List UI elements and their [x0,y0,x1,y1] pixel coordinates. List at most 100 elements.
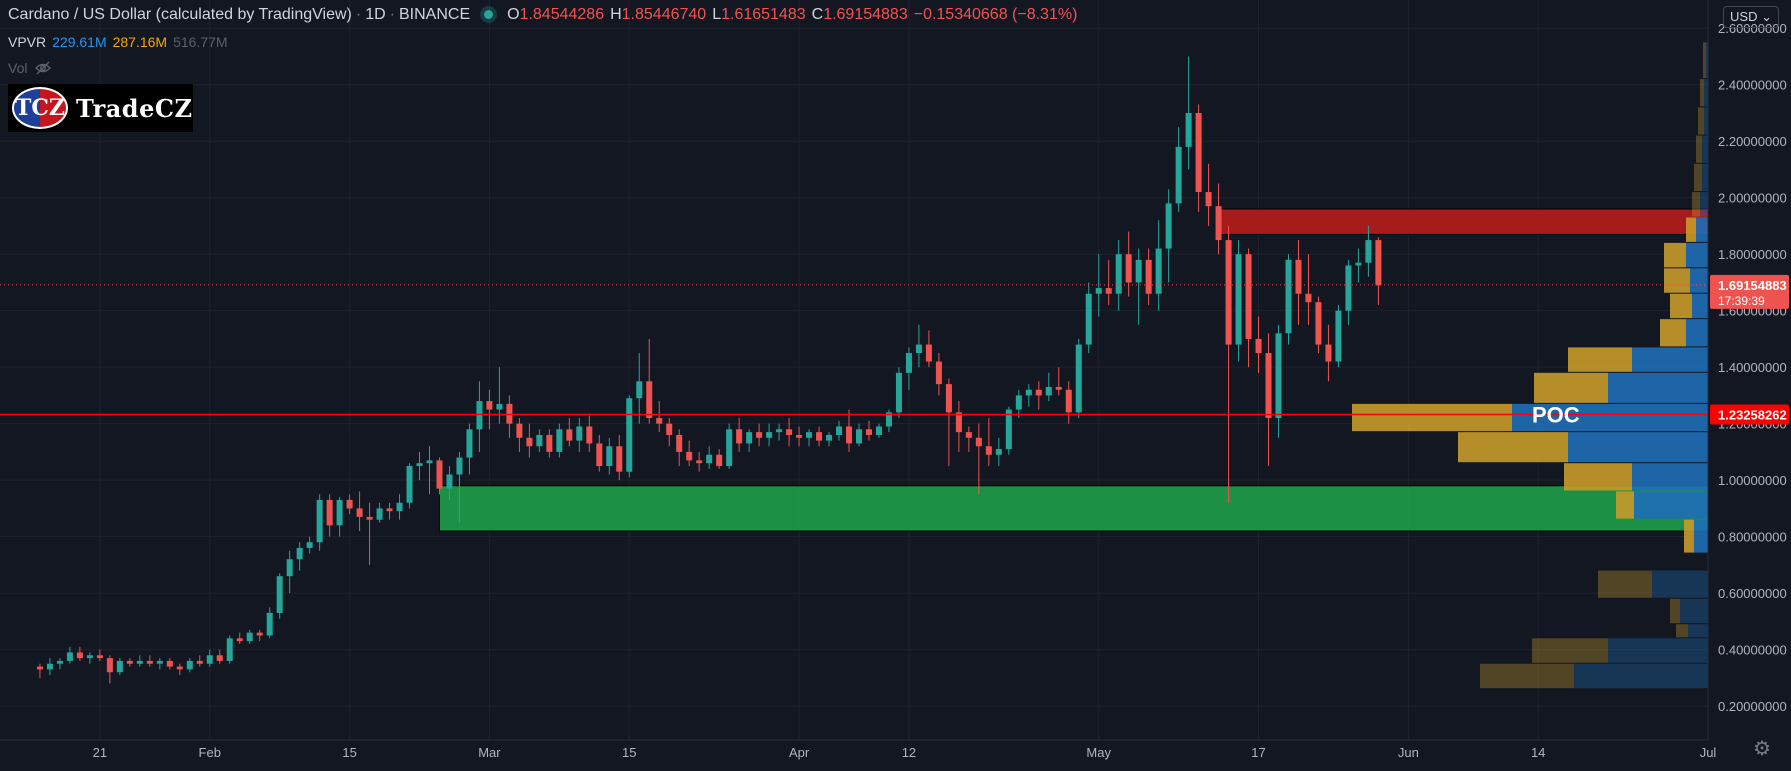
candle-body [386,508,393,512]
tradecz-logo: TCZ TradeCZ [8,84,193,132]
candle-body [556,429,563,452]
price-change: −0.15340668 (−8.31%) [913,6,1078,23]
candle-body [486,401,493,410]
price-axis-bg [1708,0,1791,771]
price-tick-label: 1.40000000 [1718,360,1787,375]
symbol-legend: Cardano / US Dollar (calculated by Tradi… [8,6,1078,23]
candle-body [156,660,163,664]
candle-body [106,658,113,673]
time-tick-label: May [1086,745,1111,760]
candle-body [336,499,343,526]
price-axis[interactable]: 0.20000000 0.40000000 0.60000000 0.80000000… [1707,0,1791,771]
vp-bar-up [1696,135,1702,163]
candle-body [366,516,373,520]
vp-bar-up [1352,403,1512,432]
price-tick-label: 2.20000000 [1718,134,1787,149]
candle-body [66,652,73,661]
price-tick-label: 0.60000000 [1718,586,1787,601]
candle-body [76,652,83,659]
candle-body [1115,254,1122,294]
candle-body [226,638,233,661]
vp-bar-up [1670,293,1692,319]
time-tick-label: 17 [1251,745,1265,760]
candle-body [46,663,53,670]
candle-body [1045,386,1052,396]
candle-body [816,432,823,441]
eye-hidden-icon[interactable] [35,61,52,75]
ohlc-key-c: C [811,6,824,23]
candle-body [126,660,133,664]
logo-name: TradeCZ [76,93,193,123]
time-tick-label: Jul [1700,745,1717,760]
vpvr-label[interactable]: VPVR [8,34,47,50]
vp-bar-down [1690,268,1708,293]
currency-selector[interactable]: USD ⌄ [1723,6,1779,28]
candle-body [1005,409,1012,450]
candle-body [266,612,273,636]
symbol-name[interactable]: Cardano / US Dollar (calculated by Tradi… [8,6,352,23]
candle-body [186,660,193,670]
chevron-down-icon: ⌄ [1761,9,1772,24]
candle-body [686,451,693,461]
ohlc-key-h: H [610,6,622,23]
time-axis[interactable]: 21 Feb 15 Mar 15 Apr 12 May 17 Jun 14 Jul [0,739,1717,760]
candle-body [316,499,323,543]
price-tick-label: 0.40000000 [1718,643,1787,658]
vp-bar-up [1660,319,1686,347]
candle-body [206,655,213,664]
vp-bar-down [1608,372,1708,403]
candle-body [416,463,423,467]
vp-bar-up [1534,372,1608,403]
interval-label[interactable]: 1D [365,6,386,23]
candle-body [146,660,153,664]
candle-body [1195,112,1202,193]
candle-body [1315,302,1322,345]
candle-body [1365,240,1372,263]
vpvr-legend: VPVR 229.61M 287.16M 516.77M [8,34,234,50]
candle-body [536,434,543,447]
candle-body [466,429,473,458]
vp-bar-up [1694,163,1702,192]
candle-body [905,353,912,373]
poc-price-tag [1710,404,1789,425]
time-tick-label: Feb [199,745,221,760]
candle-body [935,361,942,385]
price-tick-label: 2.60000000 [1718,21,1787,36]
vp-bar-down [1512,403,1708,432]
candle-body [1015,395,1022,410]
candle-body [616,446,623,472]
candle-body [86,655,93,659]
vp-bar-down [1608,638,1708,663]
candle-body [786,429,793,435]
vp-bar-up [1684,519,1694,553]
vp-bar-down [1700,192,1708,217]
candle-body [836,426,843,435]
candle-body [36,666,43,670]
settings-gear-icon[interactable]: ⚙ [1753,738,1771,760]
candle-body [326,499,333,526]
candle-body [1055,386,1062,390]
time-tick-label: Jun [1398,745,1419,760]
candle-body [116,660,123,673]
ohlc-value-o: 1.84544286 [519,6,605,23]
time-tick-label: 21 [93,745,107,760]
vp-bar-down [1634,491,1708,519]
demand-zone [438,485,1709,532]
candle-body [955,412,962,433]
vp-bar-up [1670,598,1680,624]
candle-body [96,655,103,659]
vp-bar-up [1664,242,1686,268]
candle-body [736,429,743,444]
candle-body [586,426,593,444]
candle-body [626,398,633,472]
candle-body [846,426,853,444]
chart-grid [0,0,1709,740]
vp-bar-up [1480,663,1574,689]
vp-bar-up [1532,638,1608,663]
vol-label[interactable]: Vol [8,60,28,76]
candle-body [895,372,902,413]
candle-body [1325,344,1332,362]
candle-body [1125,254,1132,283]
candle-body [1145,259,1152,294]
